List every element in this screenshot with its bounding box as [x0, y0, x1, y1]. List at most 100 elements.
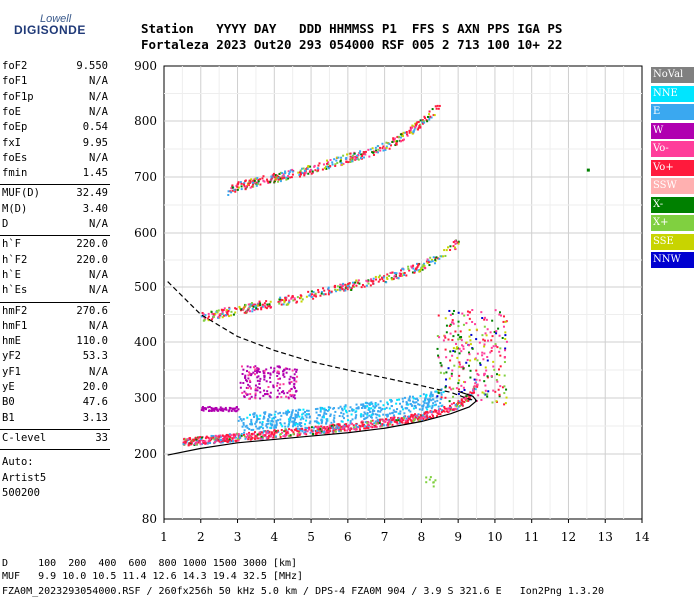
echo-point — [470, 333, 473, 336]
echo-point — [436, 347, 439, 350]
echo-point — [347, 426, 350, 429]
echo-point — [305, 409, 308, 412]
echo-point — [412, 407, 415, 410]
echo-point — [278, 366, 281, 369]
echo-point — [269, 426, 272, 429]
echo-point — [256, 415, 259, 418]
echo-point — [483, 339, 486, 342]
echo-point — [504, 334, 507, 337]
echo-point — [270, 431, 273, 434]
echo-point — [218, 440, 221, 443]
echo-point — [372, 151, 375, 154]
x-tick-label: 5 — [307, 530, 315, 544]
echo-point — [367, 427, 370, 430]
echo-point — [269, 181, 272, 184]
echo-point — [277, 378, 280, 381]
echo-point — [326, 409, 329, 412]
echo-point — [288, 300, 291, 303]
echo-point — [323, 289, 326, 292]
echo-point — [240, 188, 243, 191]
echo-point — [430, 391, 433, 394]
echo-point — [385, 146, 388, 149]
echo-point — [252, 179, 255, 182]
echo-point — [279, 180, 282, 183]
echo-point — [426, 408, 429, 411]
param-label-h-f: h`F — [2, 238, 21, 251]
echo-point — [250, 420, 253, 423]
echo-point — [499, 365, 502, 368]
echo-point — [204, 440, 207, 443]
echo-point — [336, 288, 339, 291]
echo-point — [491, 319, 494, 322]
echo-point — [346, 429, 349, 432]
echo-point — [301, 427, 304, 430]
echo-point — [496, 380, 499, 383]
echo-point — [297, 171, 300, 174]
echo-point — [275, 423, 278, 426]
echo-point — [194, 443, 197, 446]
echo-point — [190, 441, 193, 444]
echo-point — [326, 431, 329, 434]
echo-point — [453, 364, 456, 367]
echo-point — [352, 424, 355, 427]
echo-point — [243, 182, 246, 185]
echo-point — [382, 419, 385, 422]
echo-point — [367, 282, 370, 285]
echo-point — [405, 401, 408, 404]
echo-point — [379, 146, 382, 149]
echo-point — [206, 317, 209, 320]
echo-point — [381, 278, 384, 281]
echo-point — [449, 350, 452, 353]
echo-point — [428, 478, 431, 481]
echo-point — [375, 278, 378, 281]
header-values: Fortaleza 2023 Out20 293 054000 RSF 005 … — [141, 37, 563, 52]
echo-point — [336, 424, 339, 427]
echo-point — [396, 136, 399, 139]
echo-point — [293, 428, 296, 431]
echo-point — [263, 375, 266, 378]
echo-point — [261, 423, 264, 426]
echo-point — [362, 403, 365, 406]
echo-point — [360, 403, 363, 406]
echo-point — [303, 174, 306, 177]
echo-point — [466, 310, 469, 313]
echo-point — [455, 408, 458, 411]
echo-point — [397, 277, 400, 280]
echo-point — [353, 152, 356, 155]
echo-point — [254, 373, 257, 376]
echo-point — [230, 434, 233, 437]
echo-point — [504, 347, 507, 350]
echo-point — [290, 176, 293, 179]
echo-point — [371, 409, 374, 412]
echo-point — [310, 426, 313, 429]
echo-point — [265, 437, 268, 440]
echo-point — [323, 426, 326, 429]
echo-point — [267, 414, 270, 417]
echo-point — [284, 434, 287, 437]
echo-point — [437, 391, 440, 394]
param-value-m-d-: 3.40 — [82, 202, 108, 215]
echo-point — [271, 417, 274, 420]
echo-point — [326, 159, 329, 162]
echo-point — [265, 307, 268, 310]
echo-point — [344, 409, 347, 412]
echo-point — [259, 303, 262, 306]
separator-line — [0, 235, 110, 237]
echo-point — [401, 267, 404, 270]
echo-point — [223, 408, 226, 411]
echo-point — [434, 410, 437, 413]
echo-point — [372, 277, 375, 280]
echo-point — [285, 299, 288, 302]
echo-point — [432, 410, 435, 413]
echo-point — [314, 169, 317, 172]
echo-point — [297, 414, 300, 417]
echo-point — [442, 409, 445, 412]
echo-point — [440, 396, 443, 399]
echo-point — [355, 284, 358, 287]
echo-point — [443, 372, 446, 375]
echo-point — [275, 431, 278, 434]
echo-point — [397, 419, 400, 422]
echo-point — [427, 400, 430, 403]
echo-point — [502, 315, 505, 318]
echo-point — [319, 294, 322, 297]
